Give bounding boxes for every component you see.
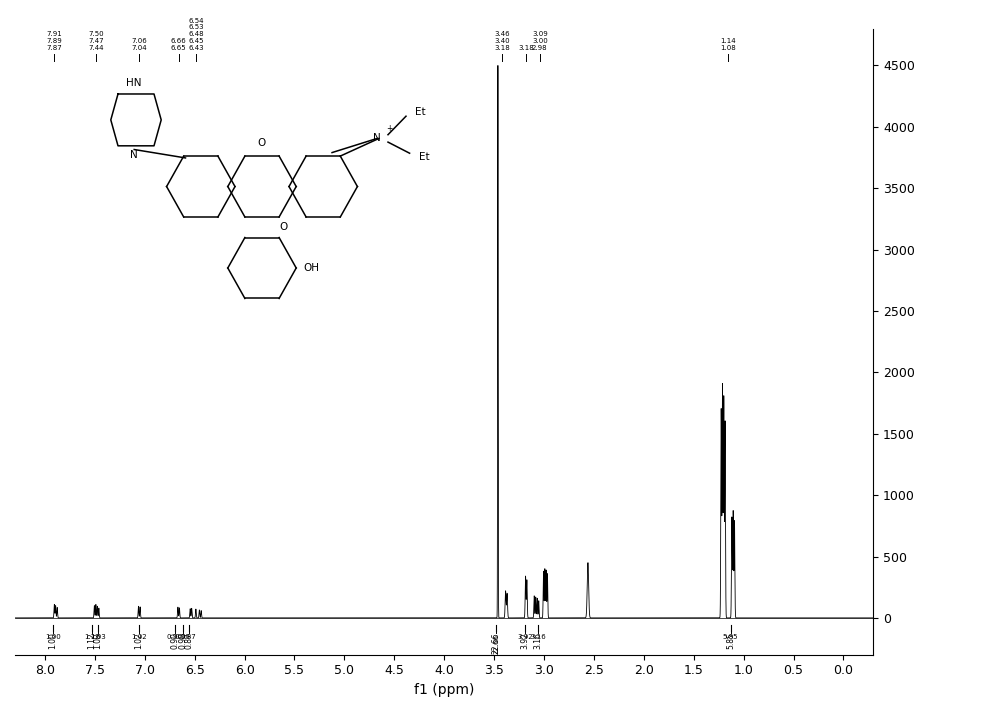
Text: 7.91
7.89
7.87: 7.91 7.89 7.87 <box>47 31 62 51</box>
Text: 1.03: 1.03 <box>93 632 102 649</box>
Text: 0.90: 0.90 <box>170 632 179 649</box>
Text: OH: OH <box>303 263 319 273</box>
Text: O: O <box>258 137 266 147</box>
Text: 1.12: 1.12 <box>87 632 96 649</box>
Text: 1.02: 1.02 <box>134 632 143 649</box>
Text: 22.66: 22.66 <box>492 632 501 654</box>
Text: N: N <box>373 133 381 143</box>
Text: 1.03: 1.03 <box>90 634 106 640</box>
Text: 7.50
7.47
7.44: 7.50 7.47 7.44 <box>88 31 104 51</box>
Text: 0.87: 0.87 <box>181 634 197 640</box>
X-axis label: f1 (ppm): f1 (ppm) <box>414 683 474 697</box>
Text: 5.85: 5.85 <box>726 632 735 649</box>
Text: 7.06
7.04: 7.06 7.04 <box>131 38 147 51</box>
Text: 3.92: 3.92 <box>521 632 530 649</box>
Text: 6.66
6.65: 6.66 6.65 <box>171 38 187 51</box>
Text: 1.14
1.08: 1.14 1.08 <box>721 38 736 51</box>
Text: +: + <box>386 124 393 133</box>
Text: 3.16: 3.16 <box>530 634 546 640</box>
Text: 1.02: 1.02 <box>131 634 147 640</box>
Text: 3.16: 3.16 <box>534 632 543 649</box>
Text: 0.87: 0.87 <box>184 632 193 649</box>
Text: 0.90: 0.90 <box>175 634 191 640</box>
Text: 1.00: 1.00 <box>45 634 61 640</box>
Text: Et: Et <box>415 108 426 117</box>
Text: 22.66: 22.66 <box>493 634 499 654</box>
Text: HN: HN <box>126 78 142 88</box>
Text: 6.54
6.53
6.48
6.45
6.43: 6.54 6.53 6.48 6.45 6.43 <box>188 18 204 51</box>
Text: 1.12: 1.12 <box>84 634 100 640</box>
Text: 3.92: 3.92 <box>517 634 533 640</box>
Text: O: O <box>279 221 288 231</box>
Text: 3.09
3.00
2.98: 3.09 3.00 2.98 <box>532 31 548 51</box>
Text: 5.85: 5.85 <box>723 634 738 640</box>
Text: N: N <box>130 150 138 160</box>
Text: 1.00: 1.00 <box>48 632 57 649</box>
Text: 3.18: 3.18 <box>518 45 534 51</box>
Text: 0.90: 0.90 <box>178 632 187 649</box>
Text: Et: Et <box>419 152 429 162</box>
Text: 3.46
3.40
3.18: 3.46 3.40 3.18 <box>494 31 510 51</box>
Text: 0.90: 0.90 <box>167 634 183 640</box>
